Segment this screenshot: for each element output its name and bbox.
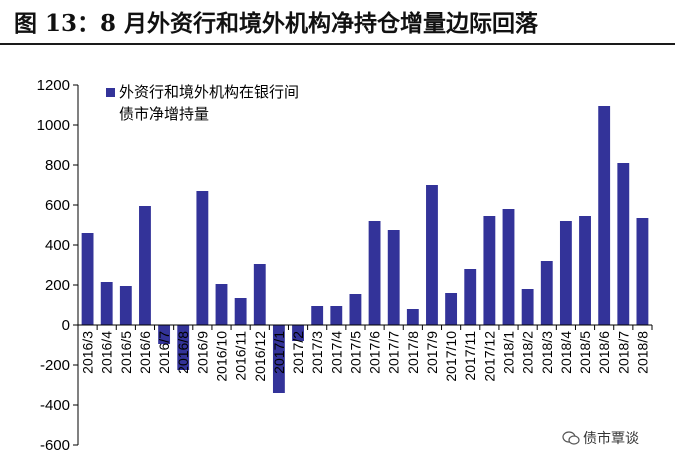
x-tick-label: 2018/8	[634, 331, 650, 374]
x-tick-label: 2018/1	[501, 331, 517, 374]
wechat-icon	[562, 431, 580, 445]
y-tick-label: 1200	[37, 77, 70, 94]
bar	[579, 216, 591, 325]
legend-label-line-2: 债市净增持量	[119, 105, 209, 123]
bar	[215, 284, 228, 325]
y-tick-label: -400	[40, 397, 70, 414]
x-tick-label: 2016/5	[118, 331, 134, 374]
x-tick-label: 2018/4	[558, 331, 574, 374]
bar	[559, 221, 572, 325]
bar	[139, 206, 151, 325]
x-tick-labels: 2016/3 2016/4 2016/5 2016/6 2016/7 2016/8 2016…	[80, 331, 651, 382]
x-tick-label: 2016/11	[233, 331, 249, 381]
x-tick-label: 2016/7	[156, 331, 172, 374]
x-tick-label: 2016/9	[194, 331, 210, 374]
bar	[177, 325, 190, 370]
bar	[617, 163, 630, 325]
watermark: 债市覃谈	[562, 428, 639, 448]
bar	[234, 298, 247, 325]
x-tick-label: 2018/2	[520, 331, 536, 374]
bars	[81, 106, 649, 393]
bar	[483, 216, 496, 325]
x-tick-label: 2018/3	[539, 331, 555, 374]
title-rule	[0, 43, 675, 45]
bar	[349, 294, 362, 325]
x-tick-label: 2018/5	[577, 331, 593, 374]
bar	[196, 191, 209, 325]
bar	[119, 286, 132, 325]
x-tick-label: 2017/7	[386, 331, 402, 374]
bar	[387, 230, 400, 325]
bar	[100, 282, 113, 325]
x-tick-label: 2016/3	[80, 331, 96, 374]
bar	[81, 233, 94, 325]
bar	[311, 306, 324, 325]
x-tick-label: 2017/6	[367, 331, 383, 374]
y-tick-label: 400	[45, 237, 70, 254]
x-tick-label: 2017/3	[309, 331, 325, 374]
x-tick-label: 2018/7	[615, 331, 631, 374]
x-tick-label: 2016/8	[175, 331, 191, 374]
x-tick-label: 2017/10	[443, 331, 459, 382]
x-tick-label: 2017/11	[462, 331, 478, 381]
x-tick-label: 2016/10	[214, 331, 230, 382]
x-tick-label: 2017/1	[271, 331, 287, 374]
y-tick-label: 200	[45, 277, 70, 294]
bar	[158, 325, 171, 344]
x-tick-label: 2017/5	[347, 331, 363, 374]
y-tick-label: 600	[45, 197, 70, 214]
bar	[272, 325, 285, 393]
x-tick-label: 2017/9	[424, 331, 440, 374]
bar	[540, 261, 553, 325]
y-tick-label: -600	[40, 437, 70, 454]
y-tick-label: 1000	[37, 117, 70, 134]
x-tick-label: 2017/2	[290, 331, 306, 374]
bar	[292, 325, 304, 341]
watermark-text: 债市覃谈	[583, 431, 639, 447]
bar	[445, 293, 458, 325]
bar	[330, 306, 343, 325]
x-axis	[77, 324, 653, 330]
bar	[502, 209, 515, 325]
bar	[406, 309, 419, 325]
x-tick-label: 2017/12	[481, 331, 497, 382]
bar	[636, 218, 649, 325]
bar	[464, 269, 477, 325]
y-axis: -600 -400 -200 0 200 400 600 800 1000 1200	[37, 77, 79, 454]
figure-title: 图 13：8 月外资行和境外机构净持仓增量边际回落	[14, 10, 539, 37]
y-tick-label: 800	[45, 157, 70, 174]
legend-swatch	[106, 88, 115, 97]
x-tick-label: 2018/6	[596, 331, 612, 374]
x-tick-label: 2017/8	[405, 331, 421, 374]
x-tick-label: 2017/4	[328, 331, 344, 374]
bar	[368, 221, 381, 325]
legend-label-line-1: 外资行和境外机构在银行间	[119, 83, 299, 101]
x-tick-label: 2016/4	[99, 331, 115, 374]
legend: 外资行和境外机构在银行间 债市净增持量	[106, 83, 299, 123]
y-tick-label: -200	[40, 357, 70, 374]
y-tick-label: 0	[62, 317, 70, 334]
bar	[426, 185, 438, 325]
x-tick-label: 2016/12	[252, 331, 268, 382]
x-tick-label: 2016/6	[137, 331, 153, 374]
bar	[521, 289, 534, 325]
bar	[598, 106, 611, 325]
bar	[253, 264, 266, 325]
